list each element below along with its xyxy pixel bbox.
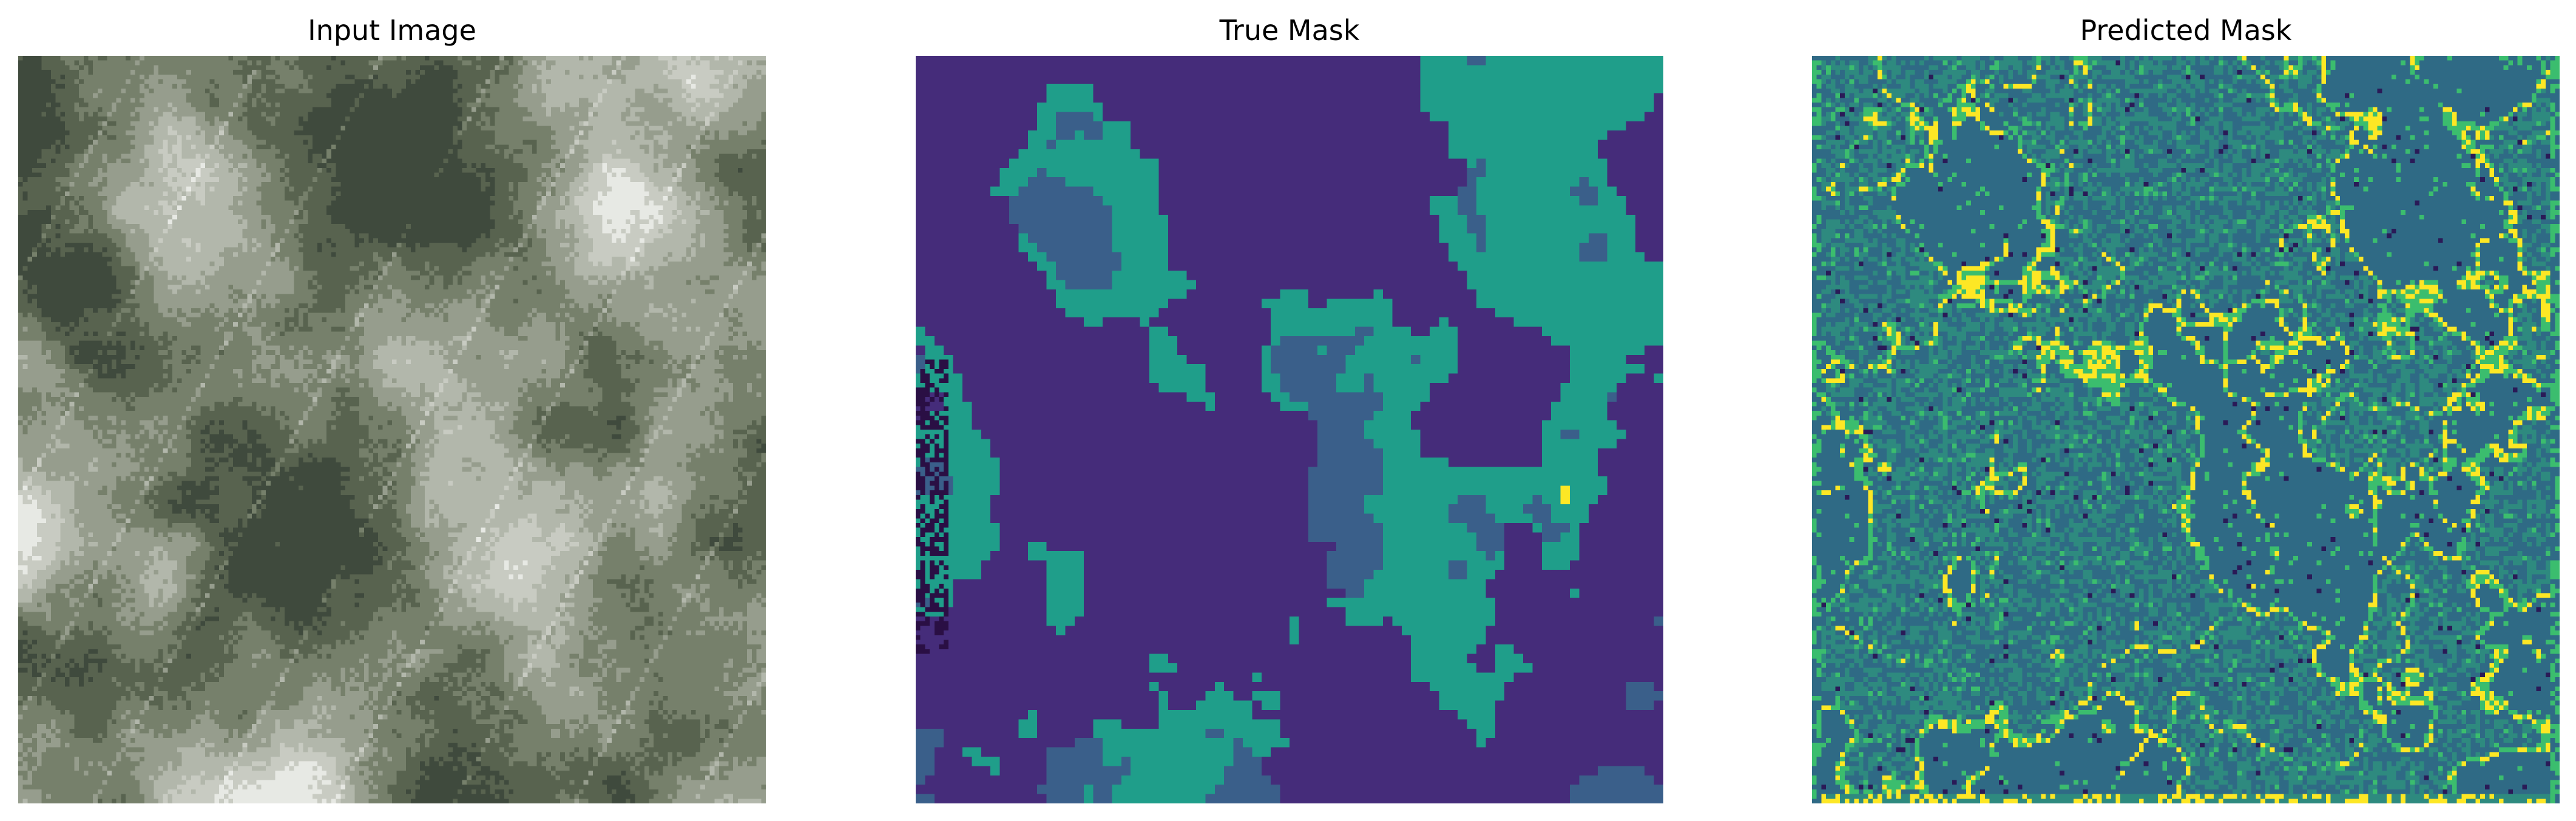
input-image <box>18 56 766 803</box>
predicted-mask-title: Predicted Mask <box>2080 14 2292 47</box>
true-mask-title: True Mask <box>1219 14 1360 47</box>
true-mask-image <box>916 56 1663 803</box>
input-image-title: Input Image <box>308 14 476 47</box>
predicted-mask-image <box>1812 56 2560 803</box>
